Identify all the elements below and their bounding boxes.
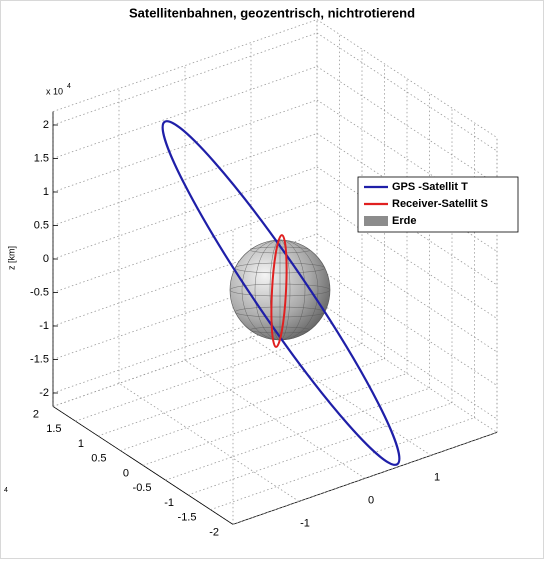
y-tick-label: -1 bbox=[300, 517, 310, 529]
grid-line bbox=[52, 166, 318, 260]
scene bbox=[161, 120, 401, 466]
x-tick-label: -0.5 bbox=[133, 482, 152, 494]
z-tick-label: -2 bbox=[39, 387, 49, 399]
grid-line bbox=[52, 32, 318, 126]
z-multiplier-exponent: 4 bbox=[67, 83, 71, 90]
grid-line bbox=[52, 200, 318, 293]
plot-area: -2-1.5-1-0.500.511.52-2-1.5-1-0.500.511.… bbox=[30, 19, 498, 538]
receiver-orbit bbox=[270, 234, 288, 348]
earth bbox=[229, 239, 331, 341]
x-tick-label: 2 bbox=[33, 408, 39, 420]
chart-title: Satellitenbahnen, geozentrisch, nichtrot… bbox=[129, 5, 415, 20]
grid-line bbox=[187, 402, 453, 496]
grid-line bbox=[52, 66, 318, 159]
z-axis-label: z [km] bbox=[6, 246, 16, 270]
gps-orbit bbox=[161, 120, 401, 466]
z-multiplier: x 10 bbox=[46, 86, 63, 96]
z-tick-label: -0.5 bbox=[30, 286, 49, 298]
x-tick-label: -2 bbox=[209, 526, 219, 538]
grid-line bbox=[75, 328, 340, 422]
legend: GPS -Satellit T Receiver-Satellit S Erde bbox=[357, 176, 519, 233]
z-tick-label: -1 bbox=[39, 320, 49, 332]
x-multiplier-exponent: 4 bbox=[4, 487, 8, 494]
grid-line bbox=[232, 432, 498, 525]
grid-line bbox=[165, 387, 430, 481]
z-tick-label: -1.5 bbox=[30, 353, 49, 365]
grid-line bbox=[52, 133, 318, 226]
z-tick-label: 1 bbox=[43, 186, 49, 198]
z-tick-label: 0.5 bbox=[34, 219, 49, 231]
legend-label: Receiver-Satellit S bbox=[392, 198, 488, 210]
legend-label: Erde bbox=[392, 215, 416, 227]
grid-line bbox=[97, 343, 363, 437]
x-tick-label: 1.5 bbox=[46, 423, 61, 435]
z-tick-label: 2 bbox=[43, 119, 49, 131]
y-tick-label: 0 bbox=[368, 494, 374, 506]
x-tick-label: -1.5 bbox=[178, 512, 197, 524]
axis-line bbox=[52, 406, 234, 525]
z-tick-label: 1.5 bbox=[34, 152, 49, 164]
x-tick-label: 0 bbox=[123, 467, 129, 479]
y-tick-label: 1 bbox=[434, 471, 440, 483]
grid-line bbox=[52, 99, 318, 193]
z-tick-label: 0 bbox=[43, 253, 49, 265]
grid-line bbox=[120, 358, 385, 452]
grid-line bbox=[142, 373, 408, 466]
legend-swatch bbox=[364, 216, 388, 226]
axis-box bbox=[52, 19, 318, 112]
grid-line bbox=[210, 417, 475, 511]
x-tick-label: -1 bbox=[164, 497, 174, 509]
x-tick-label: 0.5 bbox=[91, 453, 106, 465]
legend-label: GPS -Satellit T bbox=[392, 181, 468, 193]
x-tick-label: 1 bbox=[78, 438, 84, 450]
